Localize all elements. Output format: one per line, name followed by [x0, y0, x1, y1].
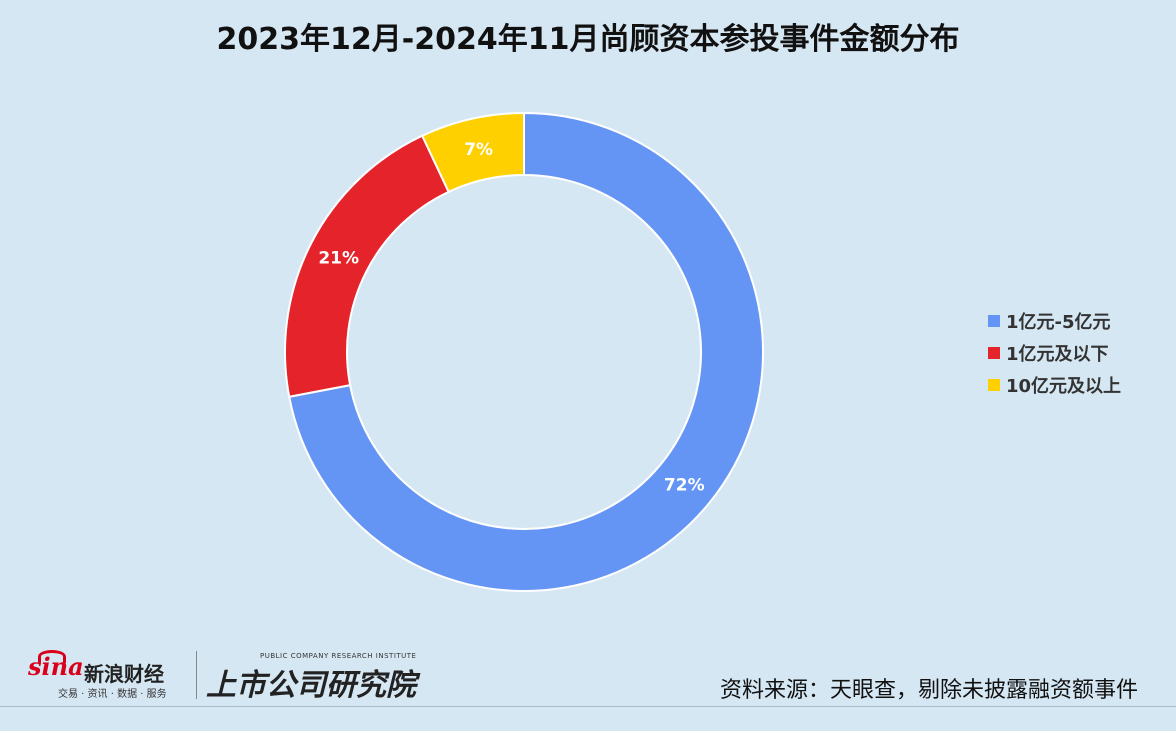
legend-swatch-3 — [988, 379, 1000, 391]
chart-legend: 1亿元-5亿元 1亿元及以下 10亿元及以上 — [988, 305, 1121, 401]
donut-data-label-2: 21% — [318, 249, 359, 269]
donut-data-label-3: 7% — [464, 140, 493, 160]
sina-wordmark: sina — [28, 652, 84, 681]
legend-swatch-1 — [988, 315, 1000, 327]
chart-title: 2023年12月-2024年11月尚顾资本参投事件金额分布 — [216, 22, 960, 57]
logo-divider — [196, 651, 197, 699]
legend-item-2: 1亿元及以下 — [988, 337, 1121, 369]
donut-data-label-1: 72% — [664, 476, 705, 496]
donut-slice-1 — [288, 111, 764, 592]
institute-chinese-name: 上市公司研究院 — [206, 668, 416, 703]
legend-label-2: 1亿元及以下 — [1006, 344, 1109, 365]
sina-eye-icon — [38, 650, 66, 663]
donut-slice-3 — [420, 111, 525, 194]
legend-label-1: 1亿元-5亿元 — [1006, 312, 1111, 333]
legend-label-3: 10亿元及以上 — [1006, 376, 1122, 397]
footer-divider — [0, 706, 1176, 707]
donut-slice-2 — [284, 134, 450, 398]
legend-item-3: 10亿元及以上 — [988, 369, 1121, 401]
sina-finance-logo: sina 新浪财经 交易 · 资讯 · 数据 · 服务 — [28, 650, 208, 700]
research-institute-logo: PUBLIC COMPANY RESEARCH INSTITUTE 上市公司研究… — [206, 652, 436, 703]
legend-item-1: 1亿元-5亿元 — [988, 305, 1121, 337]
sina-finance-tagline: 交易 · 资讯 · 数据 · 服务 — [58, 689, 167, 700]
sina-finance-name: 新浪财经 — [84, 662, 164, 686]
legend-swatch-2 — [988, 347, 1000, 359]
institute-english-name: PUBLIC COMPANY RESEARCH INSTITUTE — [260, 652, 417, 660]
data-source-note: 资料来源：天眼查，剔除未披露融资额事件 — [719, 678, 1138, 703]
